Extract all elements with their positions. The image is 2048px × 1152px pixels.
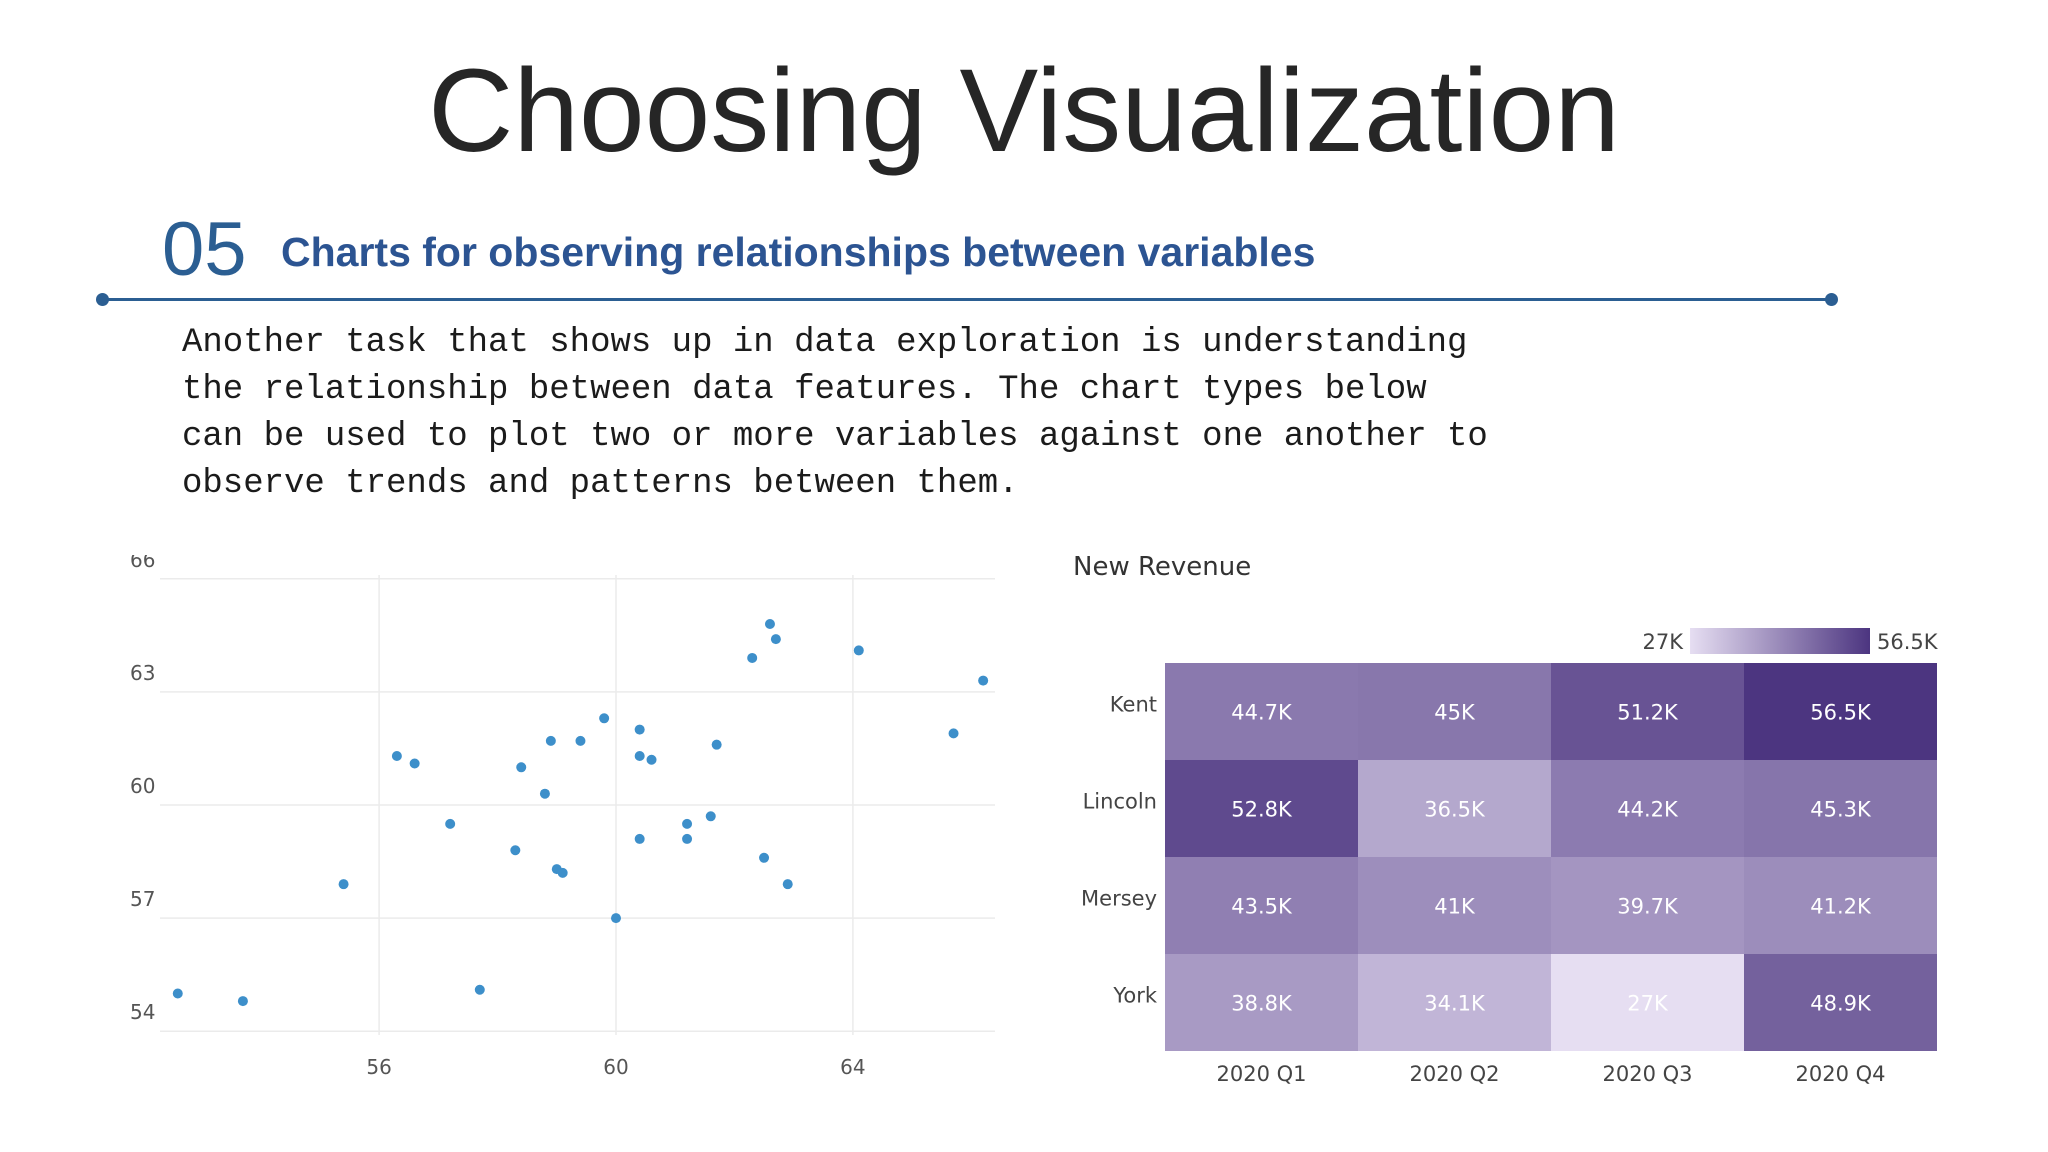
scatter-point [978, 675, 989, 686]
scatter-point [705, 811, 716, 822]
scatter-point [575, 735, 586, 746]
heatmap-cell-label: 34.1K [1424, 992, 1486, 1016]
heatmap-cell [1358, 857, 1551, 954]
heatmap-cell-label: 45K [1434, 701, 1476, 725]
heatmap-column-label: 2020 Q3 [1602, 1062, 1692, 1086]
scatter-y-tick-label: 54 [130, 1000, 155, 1024]
scatter-point [610, 913, 621, 924]
scatter-point [391, 750, 402, 761]
heatmap-cell-label: 52.8K [1231, 798, 1293, 822]
heatmap-cell [1165, 954, 1358, 1051]
heatmap-cell [1744, 760, 1937, 857]
scatter-point [759, 852, 770, 863]
heatmap-cell [1551, 954, 1744, 1051]
heatmap-cell [1358, 760, 1551, 857]
heatmap-row-label: Mersey [1081, 887, 1157, 911]
heatmap-colorscale-bar [1690, 628, 1870, 654]
scatter-point [682, 818, 693, 829]
scatter-point [682, 833, 693, 844]
heatmap-cell [1165, 857, 1358, 954]
scatter-point [539, 788, 550, 799]
heatmap-cell [1358, 954, 1551, 1051]
scatter-point [474, 984, 485, 995]
scatter-x-tick-label: 64 [840, 1055, 865, 1079]
scatter-point [634, 750, 645, 761]
scatter-point [237, 996, 248, 1007]
scatter-point [634, 833, 645, 844]
heatmap-row-label: Kent [1110, 693, 1157, 717]
scatter-point [853, 645, 864, 656]
heatmap-cell [1551, 857, 1744, 954]
scatter-point [764, 619, 775, 630]
scatter-y-tick-label: 57 [130, 887, 155, 911]
heatmap-cell [1551, 760, 1744, 857]
colorscale-min-label: 27K [1643, 630, 1685, 654]
heatmap-cell-label: 41K [1434, 895, 1476, 919]
scatter-point [770, 634, 781, 645]
scatter-point [510, 845, 521, 856]
scatter-point [646, 754, 657, 765]
heatmap-cell-label: 27K [1627, 992, 1669, 1016]
scatter-point [599, 713, 610, 724]
heatmap-cell [1358, 663, 1551, 760]
scatter-point [747, 652, 758, 663]
heatmap-column-label: 2020 Q1 [1216, 1062, 1306, 1086]
scatter-point [445, 818, 456, 829]
body-line: can be used to plot two or more variable… [182, 418, 1488, 456]
scatter-point [711, 739, 722, 750]
scatter-point [948, 728, 959, 739]
divider-left-endpoint [96, 293, 109, 306]
heatmap-cell-label: 38.8K [1231, 992, 1293, 1016]
heatmap-title: New Revenue [1073, 552, 1251, 582]
heatmap-cell-label: 43.5K [1231, 895, 1293, 919]
heatmap-cell-label: 45.3K [1810, 798, 1872, 822]
scatter-point [782, 879, 793, 890]
scatter-y-tick-label: 66 [130, 555, 155, 572]
colorscale-max-label: 56.5K [1877, 630, 1939, 654]
body-line: Another task that shows up in data explo… [182, 324, 1468, 362]
heatmap-row-label: York [1112, 984, 1158, 1008]
heatmap-cell-label: 41.2K [1810, 895, 1872, 919]
section-heading: Charts for observing relationships betwe… [281, 229, 1316, 275]
heatmap-cell-label: 51.2K [1617, 701, 1679, 725]
heatmap-column-label: 2020 Q2 [1409, 1062, 1499, 1086]
heatmap-cell-label: 44.2K [1617, 798, 1679, 822]
heatmap-cell [1744, 954, 1937, 1051]
heatmap-cell [1551, 663, 1744, 760]
scatter-point [338, 879, 349, 890]
scatter-point [516, 762, 527, 773]
divider-right-endpoint [1825, 293, 1838, 306]
heatmap-cell [1165, 663, 1358, 760]
heatmap-cell [1744, 663, 1937, 760]
scatter-point [409, 758, 420, 769]
body-line: the relationship between data features. … [182, 371, 1427, 409]
scatter-point [172, 988, 183, 999]
body-paragraph: Another task that shows up in data explo… [182, 320, 1712, 508]
scatter-chart: 54 57 60 63 66 56 60 64 [130, 555, 995, 1079]
heatmap-cell-label: 39.7K [1617, 895, 1679, 919]
body-line: observe trends and patterns between them… [182, 465, 1019, 503]
heatmap-cell [1744, 857, 1937, 954]
heatmap-row-label: Lincoln [1083, 790, 1157, 814]
scatter-point [557, 867, 568, 878]
heatmap-cell-label: 48.9K [1810, 992, 1872, 1016]
section-divider [102, 298, 1826, 301]
heatmap-cell-label: 56.5K [1810, 701, 1872, 725]
scatter-y-tick-label: 60 [130, 774, 155, 798]
heatmap-cell [1165, 760, 1358, 857]
heatmap-chart: New Revenue 27K 56.5K 44.7K 45K 51.2K 56.5K Ken… [1073, 552, 1939, 1086]
scatter-x-tick-label: 56 [366, 1055, 391, 1079]
heatmap-cell-label: 36.5K [1424, 798, 1486, 822]
section-number: 05 [162, 207, 247, 292]
scatter-point [634, 724, 645, 735]
heatmap-column-label: 2020 Q4 [1795, 1062, 1885, 1086]
scatter-y-tick-label: 63 [130, 661, 155, 685]
slide-title: Choosing Visualization [428, 45, 1620, 177]
heatmap-cell-label: 44.7K [1231, 701, 1293, 725]
scatter-point [545, 735, 556, 746]
scatter-x-tick-label: 60 [603, 1055, 628, 1079]
